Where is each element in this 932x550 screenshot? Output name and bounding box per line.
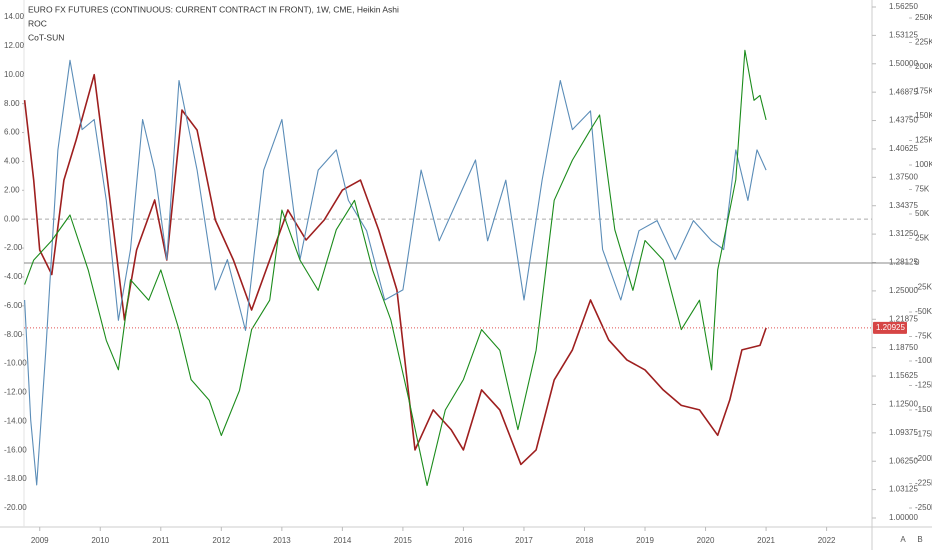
header-symbol: EURO FX FUTURES (CONTINUOUS: CURRENT CON… [28,4,399,14]
y-tick-label: 0.00 [4,214,20,223]
y2-tick-label: 1.43750 [889,116,918,125]
y3-tick-label: 225K [915,38,932,47]
y3-tick-label: -225K [915,479,932,488]
y3-tick-label: -100K [915,356,932,365]
y-tick-label: 14.00 [4,12,25,21]
y3-tick-label: 125K [915,136,932,145]
header-roc: ROC [28,18,47,28]
x-tick-label: 2011 [152,536,170,545]
y2-tick-label: 1.00000 [889,513,918,522]
y2-tick-label: 1.09375 [889,428,918,437]
y3-tick-label: -25K [915,283,932,292]
series-line [24,49,767,487]
header-cot: CoT-SUN [28,32,64,42]
y3-tick-label: 150K [915,111,932,120]
last-price-label: 1.20925 [876,323,905,332]
y3-tick-label: -150K [915,405,932,414]
x-tick-label: 2015 [394,536,412,545]
y3-tick-label: -200K [915,454,932,463]
y2-tick-label: 1.56250 [889,2,918,11]
y-tick-label: -14.00 [4,416,27,425]
y3-tick-label: -125K [915,381,932,390]
x-tick-label: 2021 [757,536,775,545]
y3-tick-label: 75K [915,185,930,194]
y-tick-label: -18.00 [4,474,27,483]
y2-tick-label: 1.18750 [889,343,918,352]
x-tick-label: 2009 [31,536,49,545]
y3-tick-label: -250K [915,503,932,512]
series-line [24,59,767,486]
y2-tick-label: 1.12500 [889,400,918,409]
y2-tick-label: 1.28125 [889,258,918,267]
y3-tick-label: 175K [915,87,932,96]
y2-tick-label: 1.40625 [889,144,918,153]
x-tick-label: 2014 [333,536,351,545]
y2-tick-label: 1.31250 [889,229,918,238]
y-tick-label: -16.00 [4,445,27,454]
y-tick-label: -2.00 [4,243,23,252]
x-tick-label: 2012 [212,536,230,545]
y2-tick-label: 1.53125 [889,30,918,39]
y2-tick-label: 1.15625 [889,371,918,380]
y2-tick-label: 1.50000 [889,59,918,68]
y2-tick-label: 1.03125 [889,485,918,494]
x-tick-label: 2013 [273,536,291,545]
y3-tick-label: -50K [915,307,932,316]
y-tick-label: 4.00 [4,157,20,166]
y-tick-label: -20.00 [4,503,27,512]
y2-tick-label: 1.37500 [889,172,918,181]
y-tick-label: -12.00 [4,388,27,397]
y-tick-label: 6.00 [4,128,20,137]
y2-tick-label: 1.21875 [889,314,918,323]
y2-tick-label: 1.34375 [889,201,918,210]
y2-tick-label: 1.06250 [889,456,918,465]
control-button[interactable]: A [900,535,906,544]
x-tick-label: 2010 [91,536,109,545]
x-tick-label: 2019 [636,536,654,545]
y3-tick-label: 25K [915,234,930,243]
y-tick-label: 8.00 [4,99,20,108]
control-button[interactable]: B [917,535,922,544]
y3-tick-label: -75K [915,332,932,341]
y2-tick-label: 1.25000 [889,286,918,295]
x-tick-label: 2020 [697,536,715,545]
y-tick-label: -6.00 [4,301,23,310]
y-tick-label: -10.00 [4,359,27,368]
y-tick-label: -4.00 [4,272,23,281]
y-tick-label: 10.00 [4,70,25,79]
y3-tick-label: 250K [915,13,932,22]
x-tick-label: 2017 [515,536,533,545]
x-tick-label: 2018 [576,536,594,545]
x-tick-label: 2022 [818,536,836,545]
x-tick-label: 2016 [455,536,473,545]
y-tick-label: -8.00 [4,330,23,339]
y3-tick-label: -175K [915,430,932,439]
y-tick-label: 12.00 [4,41,25,50]
series-line [23,73,767,466]
y3-tick-label: 200K [915,62,932,71]
last-price-box [873,321,907,334]
y2-tick-label: 1.46875 [889,87,918,96]
y3-tick-label: 100K [915,160,932,169]
y3-tick-label: 0 [915,258,920,267]
y3-tick-label: 50K [915,209,930,218]
y-tick-label: 2.00 [4,185,20,194]
